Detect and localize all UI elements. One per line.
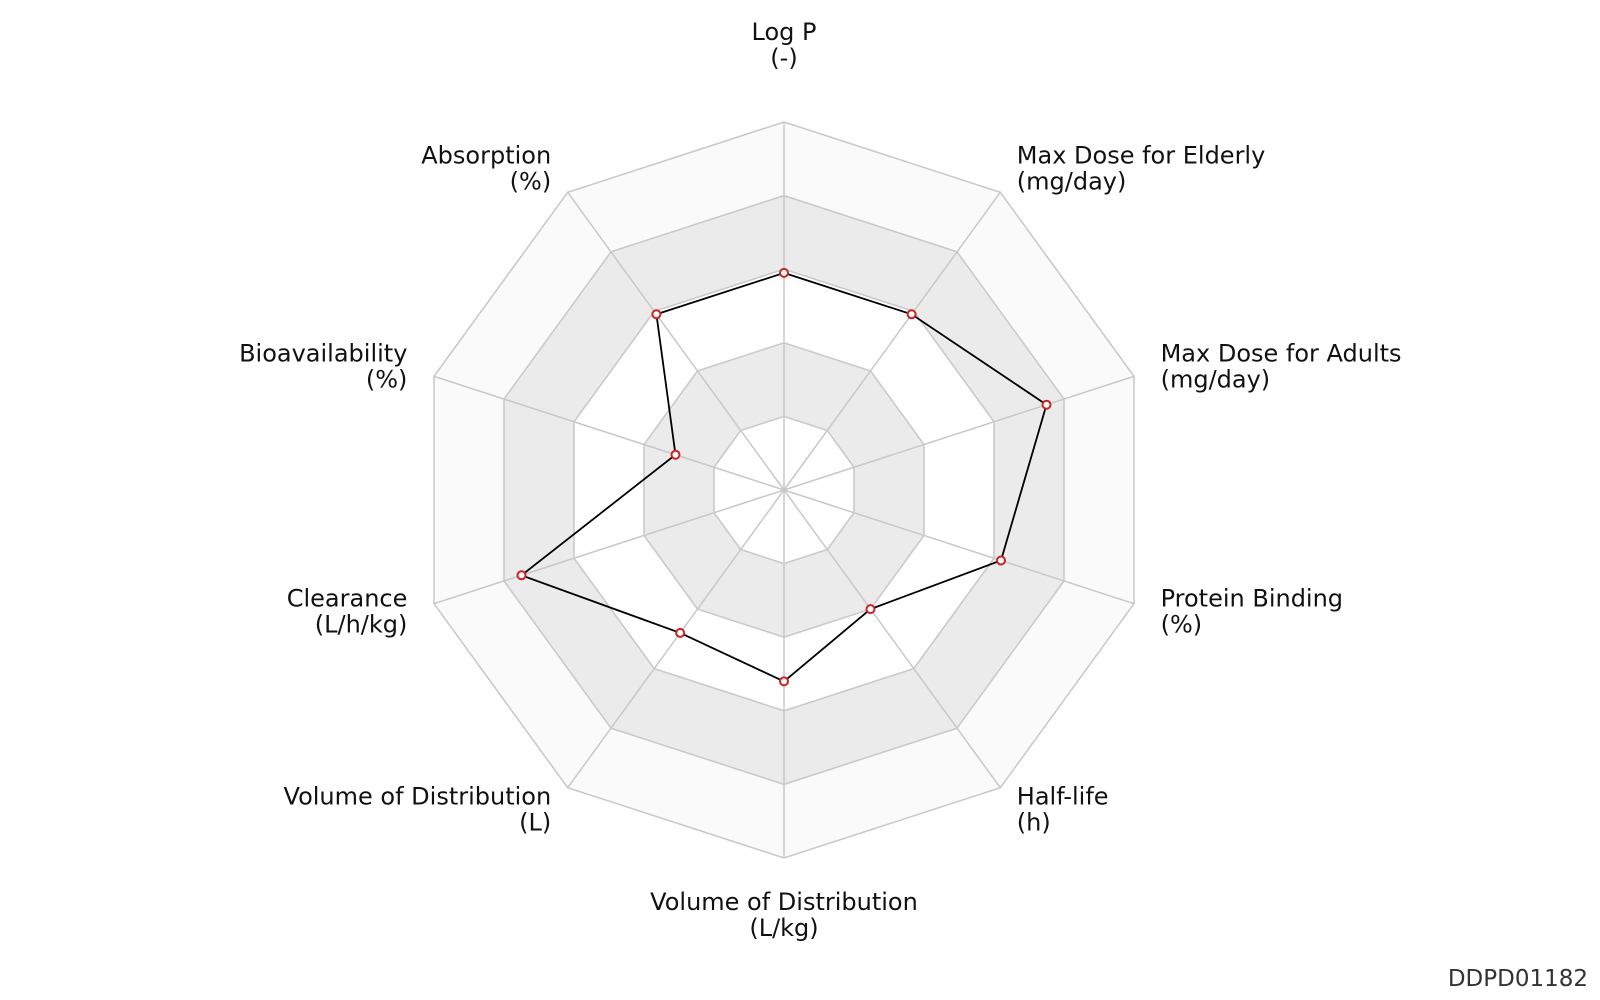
axis-name: Absorption [421, 142, 551, 170]
spoke-3 [783, 489, 1135, 605]
data-point-2 [1041, 399, 1052, 410]
spoke-9 [567, 191, 785, 491]
spoke-2 [783, 375, 1135, 491]
axis-unit: (%) [366, 366, 408, 394]
data-point-7 [516, 570, 527, 581]
radar-series [516, 267, 1052, 687]
axis-label-2: Max Dose for Adults (mg/day) [1161, 340, 1402, 394]
axis-unit: (%) [1161, 610, 1203, 638]
axis-unit: (L) [519, 808, 551, 836]
axis-name: Clearance [287, 584, 408, 612]
spoke-7 [433, 489, 785, 605]
axis-unit: (L/h/kg) [315, 610, 408, 638]
axis-unit: (h) [1017, 808, 1051, 836]
document-id: DDPD01182 [1447, 966, 1588, 992]
axis-label-3: Protein Binding (%) [1161, 584, 1343, 638]
data-point-0 [779, 267, 789, 278]
axis-label-1: Max Dose for Elderly (mg/day) [1017, 142, 1266, 196]
axis-label-0: Log P (-) [752, 18, 817, 72]
axis-name: Bioavailability [239, 340, 407, 368]
data-point-5 [779, 676, 789, 687]
data-point-8 [670, 449, 681, 460]
axis-name: Log P [752, 18, 817, 46]
axis-unit: (-) [770, 44, 797, 72]
spoke-1 [783, 191, 1001, 491]
radar-spokes [433, 122, 1135, 858]
axis-name: Max Dose for Adults [1161, 340, 1402, 368]
axis-name: Volume of Distribution [650, 888, 918, 916]
data-point-9 [651, 309, 662, 320]
axis-label-5: Volume of Distribution (L/kg) [650, 888, 918, 942]
axis-label-7: Clearance (L/h/kg) [287, 584, 408, 638]
axis-unit: (mg/day) [1017, 168, 1127, 196]
axis-name: Max Dose for Elderly [1017, 142, 1266, 170]
axis-name: Volume of Distribution [284, 782, 552, 810]
axis-label-6: Volume of Distribution (L) [284, 782, 552, 836]
axis-label-4: Half-life (h) [1017, 782, 1109, 836]
spoke-6 [567, 489, 785, 789]
data-point-3 [996, 555, 1006, 566]
axis-name: Protein Binding [1161, 584, 1343, 612]
spoke-4 [783, 489, 1001, 789]
radar-axis-labels: Log P (-)Max Dose for Elderly (mg/day)Max … [239, 18, 1401, 942]
axis-label-9: Absorption (%) [421, 142, 551, 196]
axis-name: Half-life [1017, 782, 1109, 810]
data-point-6 [675, 627, 686, 638]
data-point-1 [906, 309, 917, 320]
axis-label-8: Bioavailability (%) [239, 340, 407, 394]
spoke-8 [433, 375, 785, 491]
data-point-4 [865, 604, 876, 615]
axis-unit: (L/kg) [749, 914, 818, 942]
axis-unit: (mg/day) [1161, 366, 1271, 394]
axis-unit: (%) [510, 168, 552, 196]
